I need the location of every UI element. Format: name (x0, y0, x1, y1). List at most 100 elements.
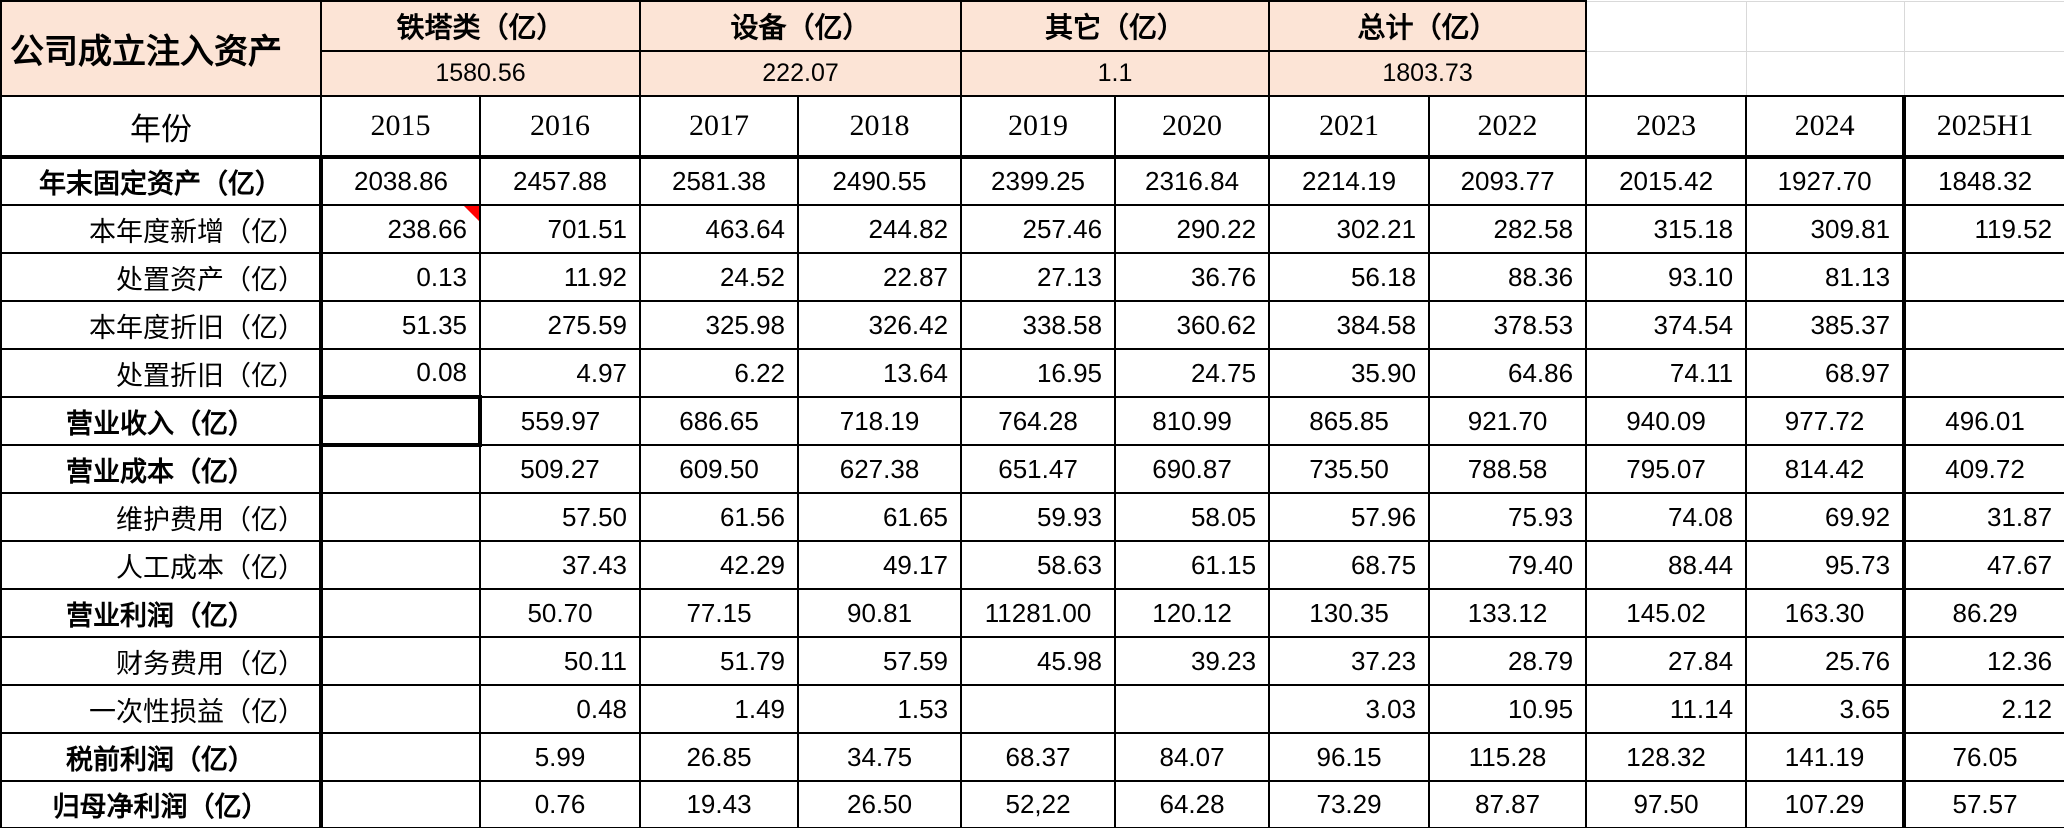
data-cell[interactable]: 64.28 (1114, 780, 1271, 828)
injected-value-other[interactable]: 1.1 (960, 50, 1271, 97)
data-cell[interactable]: 115.28 (1428, 732, 1588, 782)
data-cell[interactable]: 50.11 (478, 636, 642, 686)
data-cell[interactable]: 509.27 (478, 444, 642, 494)
data-cell[interactable]: 16.95 (960, 348, 1117, 398)
data-cell[interactable]: 56.18 (1268, 252, 1431, 302)
data-cell[interactable]: 302.21 (1268, 204, 1431, 254)
data-cell[interactable]: 24.52 (639, 252, 800, 302)
data-cell[interactable]: 58.63 (960, 540, 1117, 590)
row-label[interactable]: 本年度新增（亿） (0, 204, 323, 254)
data-cell[interactable]: 2457.88 (478, 156, 642, 206)
data-cell[interactable]: 57.59 (797, 636, 963, 686)
group-header-equipment[interactable]: 设备（亿） (639, 0, 963, 52)
data-cell[interactable]: 11.14 (1585, 684, 1748, 734)
data-cell[interactable]: 47.67 (1902, 540, 2064, 590)
year-header-2021[interactable]: 2021 (1268, 95, 1431, 159)
row-label[interactable]: 处置折旧（亿） (0, 348, 323, 398)
data-cell[interactable]: 42.29 (639, 540, 800, 590)
year-header-2019[interactable]: 2019 (960, 95, 1117, 159)
data-cell[interactable]: 3.65 (1745, 684, 1906, 734)
data-cell[interactable]: 76.05 (1902, 732, 2064, 782)
data-cell[interactable]: 13.64 (797, 348, 963, 398)
row-label[interactable]: 维护费用（亿） (0, 492, 323, 542)
data-cell[interactable]: 238.66 (320, 204, 481, 254)
data-cell[interactable]: 735.50 (1268, 444, 1431, 494)
data-cell[interactable]: 940.09 (1585, 396, 1748, 446)
data-cell[interactable] (1902, 348, 2064, 398)
data-cell[interactable] (1114, 684, 1271, 734)
year-header-2016[interactable]: 2016 (478, 95, 642, 159)
data-cell[interactable]: 128.32 (1585, 732, 1748, 782)
data-cell[interactable]: 2038.86 (320, 156, 481, 206)
data-cell[interactable]: 2015.42 (1585, 156, 1748, 206)
data-cell[interactable]: 52,22 (960, 780, 1117, 828)
data-cell[interactable]: 764.28 (960, 396, 1117, 446)
data-cell[interactable]: 130.35 (1268, 588, 1431, 638)
data-cell[interactable]: 2316.84 (1114, 156, 1271, 206)
sheet-title-cell[interactable]: 公司成立注入资产 (0, 0, 322, 97)
data-cell[interactable]: 559.97 (478, 396, 642, 446)
data-cell[interactable]: 1848.32 (1902, 156, 2064, 206)
data-cell[interactable]: 97.50 (1585, 780, 1748, 828)
data-cell[interactable]: 0.76 (478, 780, 642, 828)
data-cell[interactable]: 2581.38 (639, 156, 800, 206)
data-cell[interactable]: 26.50 (797, 780, 963, 828)
injected-value-equipment[interactable]: 222.07 (639, 50, 963, 97)
year-header-2017[interactable]: 2017 (639, 95, 800, 159)
data-cell[interactable]: 84.07 (1114, 732, 1271, 782)
data-cell[interactable]: 61.56 (639, 492, 800, 542)
data-cell[interactable]: 11281.00 (960, 588, 1117, 638)
data-cell[interactable]: 141.19 (1745, 732, 1906, 782)
data-cell[interactable]: 37.43 (478, 540, 642, 590)
data-cell[interactable]: 290.22 (1114, 204, 1271, 254)
empty-cell[interactable] (1745, 0, 1905, 52)
data-cell[interactable]: 39.23 (1114, 636, 1271, 686)
data-cell[interactable]: 68.75 (1268, 540, 1431, 590)
data-cell[interactable]: 6.22 (639, 348, 800, 398)
data-cell[interactable]: 384.58 (1268, 300, 1431, 350)
data-cell[interactable] (320, 780, 481, 828)
data-cell[interactable]: 79.40 (1428, 540, 1588, 590)
group-header-other[interactable]: 其它（亿） (960, 0, 1271, 52)
row-label[interactable]: 归母净利润（亿） (0, 780, 323, 828)
data-cell[interactable]: 795.07 (1585, 444, 1748, 494)
data-cell[interactable]: 651.47 (960, 444, 1117, 494)
empty-cell[interactable] (1903, 50, 2064, 97)
data-cell[interactable]: 5.99 (478, 732, 642, 782)
data-cell[interactable]: 1927.70 (1745, 156, 1906, 206)
data-cell[interactable]: 96.15 (1268, 732, 1431, 782)
group-header-tower[interactable]: 铁塔类（亿） (319, 0, 642, 52)
data-cell[interactable]: 69.92 (1745, 492, 1906, 542)
row-label[interactable]: 一次性损益（亿） (0, 684, 323, 734)
data-cell[interactable]: 309.81 (1745, 204, 1906, 254)
data-cell[interactable]: 87.87 (1428, 780, 1588, 828)
data-cell[interactable]: 326.42 (797, 300, 963, 350)
data-cell[interactable]: 88.44 (1585, 540, 1748, 590)
data-cell[interactable]: 81.13 (1745, 252, 1906, 302)
data-cell[interactable]: 95.73 (1745, 540, 1906, 590)
data-cell[interactable]: 120.12 (1114, 588, 1271, 638)
data-cell[interactable]: 0.08 (320, 348, 481, 398)
year-header-2022[interactable]: 2022 (1428, 95, 1588, 159)
data-cell[interactable] (320, 588, 481, 638)
data-cell[interactable]: 31.87 (1902, 492, 2064, 542)
data-cell[interactable]: 275.59 (478, 300, 642, 350)
row-label[interactable]: 营业成本（亿） (0, 444, 323, 494)
data-cell[interactable] (320, 492, 481, 542)
data-cell[interactable]: 58.05 (1114, 492, 1271, 542)
data-cell[interactable]: 609.50 (639, 444, 800, 494)
data-cell[interactable]: 2.12 (1902, 684, 2064, 734)
data-cell[interactable]: 2399.25 (960, 156, 1117, 206)
row-label[interactable]: 营业收入（亿） (0, 396, 323, 446)
data-cell[interactable]: 74.11 (1585, 348, 1748, 398)
data-cell[interactable]: 385.37 (1745, 300, 1906, 350)
data-cell[interactable]: 315.18 (1585, 204, 1748, 254)
year-header-label[interactable]: 年份 (0, 95, 322, 159)
data-cell[interactable]: 93.10 (1585, 252, 1748, 302)
data-cell[interactable]: 921.70 (1428, 396, 1588, 446)
data-cell[interactable]: 68.97 (1745, 348, 1906, 398)
data-cell[interactable]: 57.57 (1902, 780, 2064, 828)
empty-cell[interactable] (1585, 0, 1747, 52)
data-cell[interactable]: 24.75 (1114, 348, 1271, 398)
injected-value-tower[interactable]: 1580.56 (319, 50, 642, 97)
